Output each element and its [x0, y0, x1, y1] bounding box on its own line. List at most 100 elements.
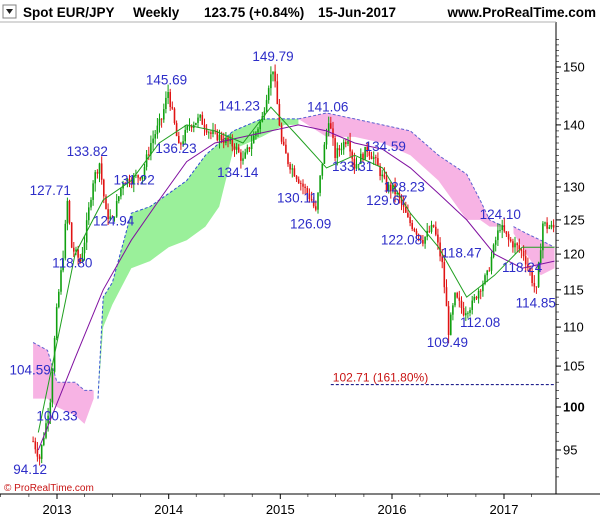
candle-body	[475, 296, 478, 299]
candle-body	[364, 146, 366, 160]
candle-body	[327, 123, 330, 133]
candle-body	[411, 223, 413, 229]
candle-body	[537, 263, 540, 287]
candle-body	[186, 126, 189, 130]
candle-body	[237, 147, 240, 153]
candle-body	[432, 225, 435, 227]
candle-body	[218, 134, 221, 141]
candle-body	[531, 272, 533, 283]
y-tick-label-100: 100	[563, 400, 585, 415]
annotation-127-71: 127.71	[30, 183, 71, 198]
candle-body	[291, 168, 294, 170]
candle-body	[79, 257, 82, 262]
y-tick-label-120: 120	[563, 247, 585, 262]
candle-body	[505, 231, 508, 235]
candle-body	[38, 456, 41, 459]
candle-body	[428, 230, 431, 232]
annotation-149-79: 149.79	[252, 49, 293, 64]
candle-body	[120, 188, 122, 197]
candle-body	[175, 123, 178, 137]
candle-body	[137, 175, 139, 178]
candle-body	[113, 216, 116, 218]
fib-level-label: 102.71 (161.80%)	[333, 371, 428, 385]
candle-body	[103, 179, 105, 197]
candle-body	[163, 109, 165, 120]
candle-body	[297, 179, 300, 184]
annotation-124-10: 124.10	[480, 207, 521, 222]
candle-body	[156, 125, 159, 135]
candle-body	[143, 166, 146, 177]
candle-body	[368, 151, 371, 156]
dropdown-triangle-icon[interactable]	[6, 9, 13, 14]
chart-header: Spot EUR/JPY Weekly 123.75 (+0.84%) 15-J…	[2, 4, 596, 20]
candle-body	[310, 199, 313, 201]
candle-body	[456, 292, 458, 298]
candle-body	[375, 157, 377, 159]
candle-body	[387, 184, 390, 191]
x-tick-label-2015: 2015	[266, 502, 295, 517]
annotation-114-85: 114.85	[516, 295, 556, 310]
candle-body	[73, 247, 75, 252]
candle-body	[58, 291, 60, 308]
candle-body	[383, 174, 386, 178]
candle-body	[88, 207, 90, 221]
candle-body	[450, 314, 452, 335]
candle-body	[424, 236, 426, 244]
candle-body	[115, 201, 118, 217]
candle-body	[422, 240, 424, 244]
candle-body	[107, 209, 109, 220]
candle-body	[445, 287, 448, 307]
annotation-141-06: 141.06	[307, 99, 348, 114]
candle-body	[321, 163, 324, 176]
annotation-129-67: 129.67	[366, 193, 407, 208]
candle-body	[201, 114, 204, 125]
candle-body	[482, 284, 484, 292]
annotation-112-08: 112.08	[460, 315, 500, 330]
candle-body	[312, 200, 315, 207]
candle-body	[302, 183, 304, 187]
annotation-133-82: 133.82	[67, 144, 108, 159]
candle-body	[460, 300, 463, 308]
candle-body	[285, 144, 287, 154]
candle-body	[216, 130, 219, 141]
candle-body	[330, 123, 332, 129]
candle-body	[552, 224, 555, 228]
candle-body	[462, 308, 465, 316]
candle-body	[465, 313, 467, 316]
candle-body	[402, 203, 405, 207]
candle-body	[154, 134, 156, 139]
candle-body	[60, 270, 62, 292]
candle-body	[235, 147, 238, 150]
candle-body	[353, 158, 356, 169]
annotation-100-33: 100.33	[36, 409, 77, 424]
candle-body	[342, 142, 345, 150]
candle-body	[430, 225, 433, 232]
candle-body	[357, 164, 360, 165]
candle-body	[178, 136, 180, 144]
candle-body	[379, 165, 381, 176]
candle-body	[274, 71, 276, 82]
candle-body	[100, 163, 103, 180]
header-site[interactable]: www.ProRealTime.com	[446, 5, 596, 20]
candle-body	[370, 155, 373, 160]
candle-body	[479, 290, 482, 292]
candle-body	[184, 129, 186, 142]
y-tick-label-115: 115	[563, 282, 584, 297]
candle-body	[355, 164, 358, 169]
candle-body	[362, 153, 364, 160]
candle-body	[152, 138, 154, 144]
candle-body	[443, 262, 446, 288]
cloud-bear-2012-edge	[32, 342, 94, 391]
candle-body	[81, 253, 84, 262]
y-tick-label-150: 150	[563, 60, 585, 75]
candle-body	[509, 239, 512, 242]
candle-body	[469, 310, 471, 313]
annotation-136-23: 136.23	[155, 141, 196, 156]
candle-body	[190, 125, 193, 128]
candle-body	[197, 117, 199, 123]
annotation-130-11: 130.11	[277, 190, 317, 205]
candle-body	[323, 144, 326, 164]
candle-body	[165, 97, 167, 109]
candle-body	[484, 275, 486, 284]
candle-body	[524, 256, 527, 265]
